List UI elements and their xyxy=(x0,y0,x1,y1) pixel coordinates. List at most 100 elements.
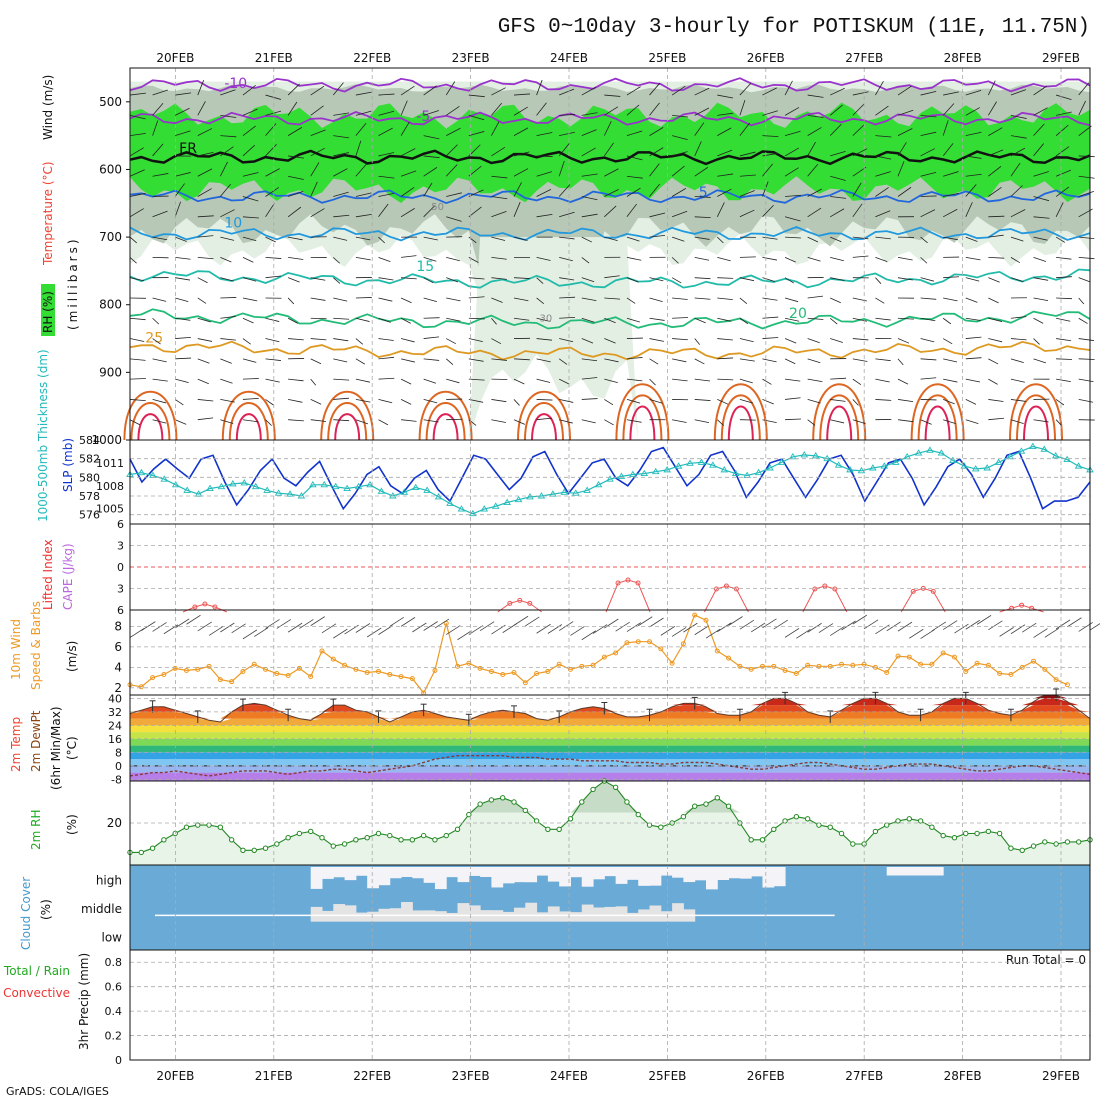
rh2m-point xyxy=(1053,841,1059,847)
wind-barb xyxy=(423,205,436,218)
cape-line xyxy=(605,579,651,613)
cloud-mid-cell xyxy=(615,906,628,922)
rh-axis-title: RH (%) xyxy=(41,291,55,333)
wind-barb xyxy=(988,277,1000,283)
date-label-top: 27FEB xyxy=(845,51,883,65)
rh2m-axis-titles: 2m RH (%) xyxy=(29,810,79,851)
wind-barb xyxy=(852,419,866,424)
cloud-high-cell xyxy=(649,867,662,886)
wind-barb xyxy=(852,91,869,96)
thickness-point xyxy=(617,472,626,479)
wind-barb xyxy=(762,135,779,137)
wind10m-point xyxy=(229,679,235,685)
wind-barb xyxy=(1010,162,1021,177)
pressure-tick-label: 1000 xyxy=(91,433,122,447)
wind-barb xyxy=(423,256,437,262)
wind-barb xyxy=(287,206,302,218)
wind-barb xyxy=(287,317,298,324)
wind10m-point xyxy=(647,639,653,645)
wind10m-barb xyxy=(265,619,280,629)
surface-temp-contour xyxy=(432,413,459,441)
wind-barb xyxy=(378,127,393,136)
wind-barb xyxy=(1078,358,1095,360)
wind-barb xyxy=(830,87,845,96)
wind10m-barb xyxy=(694,625,709,636)
thickness-point xyxy=(754,468,763,476)
wind-barb xyxy=(829,317,838,325)
cloud-high-cell xyxy=(480,867,492,878)
wind-barb xyxy=(626,297,636,304)
wind-barb xyxy=(988,187,1002,197)
cape-axis-titles: Lifted Index CAPE (J/kg) xyxy=(41,539,75,610)
wind-barb xyxy=(220,236,235,241)
wind-barb xyxy=(536,399,553,401)
wind-barb xyxy=(468,317,485,320)
cloud-high-cell xyxy=(514,867,526,883)
rh2m-point xyxy=(398,837,404,843)
wind-barb xyxy=(468,277,485,280)
thickness-point xyxy=(686,459,694,466)
wind-barb xyxy=(920,297,937,300)
wind-barb xyxy=(152,102,164,116)
wind-barb xyxy=(717,419,724,426)
thickness-tick-label: 582 xyxy=(79,453,100,466)
wind10m-barb xyxy=(547,624,563,634)
surface-temp-contour xyxy=(917,394,958,441)
wind10m-axis-title: 10m Wind xyxy=(9,619,23,680)
wind-barb xyxy=(288,378,304,382)
wind-barb xyxy=(1055,202,1064,217)
temp-tick-label: 16 xyxy=(108,733,122,746)
wind-barb xyxy=(491,196,508,200)
temperature-contour-label: 20 xyxy=(789,306,807,322)
wind-barb xyxy=(717,399,729,405)
wind-barb xyxy=(694,236,710,240)
thickness-point xyxy=(343,484,351,491)
cloud-high-cell xyxy=(626,867,639,880)
temp2m-unit-title: (°C) xyxy=(65,736,79,760)
thickness-tick-label: 584 xyxy=(79,434,100,447)
thickness-point xyxy=(571,489,580,496)
wind10m-unit-title: (m/s) xyxy=(65,641,79,672)
wind-barb xyxy=(875,105,889,116)
wind-barb xyxy=(310,208,325,218)
wind-barb xyxy=(965,357,982,360)
wind-barb xyxy=(897,142,907,157)
wind-barb xyxy=(785,378,801,382)
wind-barb xyxy=(129,378,146,380)
wind-barb xyxy=(468,399,484,403)
temperature-contour xyxy=(129,226,1091,242)
surface-temp-contour xyxy=(130,401,171,441)
wind10m-point xyxy=(240,668,246,674)
wind10m-point xyxy=(556,661,562,667)
wind-barb xyxy=(1078,317,1088,324)
wind-barb xyxy=(355,378,371,383)
rh2m-point xyxy=(206,822,212,828)
rh2m-point xyxy=(330,843,336,849)
wind-barb xyxy=(604,317,616,324)
rh2m-point xyxy=(771,826,777,832)
wind10m-barb xyxy=(333,628,348,639)
wind-barb xyxy=(287,83,300,96)
wind-barb xyxy=(378,399,393,404)
wind-barb xyxy=(400,170,417,177)
wind-barb xyxy=(762,181,769,197)
rh2m-point xyxy=(906,816,912,822)
wind-barb xyxy=(242,378,259,380)
wind-barb xyxy=(1010,147,1026,157)
thickness-axis-titles: 1000-500mb Thickness (dm) SLP (mb) xyxy=(36,349,75,522)
wind-barb xyxy=(446,105,460,116)
wind-barb xyxy=(897,85,912,96)
thickness-point xyxy=(949,456,957,463)
wind-barb xyxy=(920,131,937,137)
temp-fill xyxy=(130,718,1090,726)
cloud-mid-cell xyxy=(333,904,346,922)
wind10m-barb xyxy=(954,623,969,634)
rh2m-point xyxy=(511,799,517,805)
cape-axis-title: CAPE (J/kg) xyxy=(61,543,75,610)
wind-barb xyxy=(220,297,237,299)
cloud-mid-cell xyxy=(626,912,639,922)
wind-barb xyxy=(333,338,349,342)
surface-temp-contour xyxy=(137,413,164,441)
wind-barb xyxy=(671,188,687,197)
wind-barb xyxy=(739,122,750,136)
